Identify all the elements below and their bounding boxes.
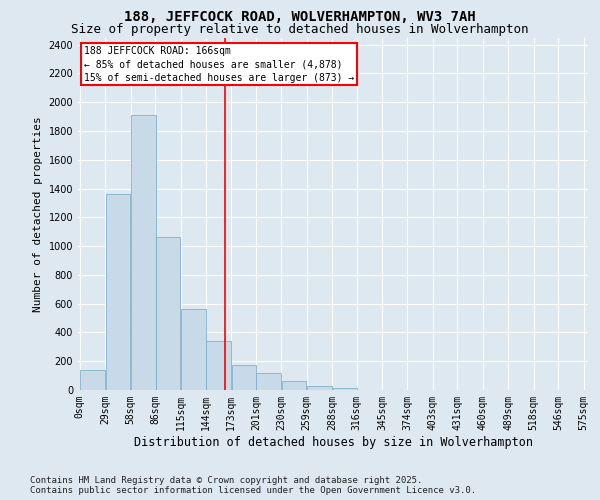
Y-axis label: Number of detached properties: Number of detached properties (33, 116, 43, 312)
Bar (155, 238, 180, 390)
Bar (256, 374, 281, 390)
Bar (106, 194, 130, 390)
Bar (307, 386, 332, 390)
Bar (206, 341, 231, 390)
Text: 188, JEFFCOCK ROAD, WOLVERHAMPTON, WV3 7AH: 188, JEFFCOCK ROAD, WOLVERHAMPTON, WV3 7… (124, 10, 476, 24)
Text: Contains HM Land Registry data © Crown copyright and database right 2025.
Contai: Contains HM Land Registry data © Crown c… (30, 476, 476, 495)
Bar (131, 115, 155, 390)
Text: Size of property relative to detached houses in Wolverhampton: Size of property relative to detached ho… (71, 22, 529, 36)
Bar (282, 382, 306, 390)
Text: 188 JEFFCOCK ROAD: 166sqm
← 85% of detached houses are smaller (4,878)
15% of se: 188 JEFFCOCK ROAD: 166sqm ← 85% of detac… (84, 46, 355, 82)
X-axis label: Distribution of detached houses by size in Wolverhampton: Distribution of detached houses by size … (133, 436, 533, 448)
Bar (332, 388, 357, 390)
Bar (181, 310, 205, 390)
Bar (80, 370, 105, 390)
Bar (232, 365, 256, 390)
